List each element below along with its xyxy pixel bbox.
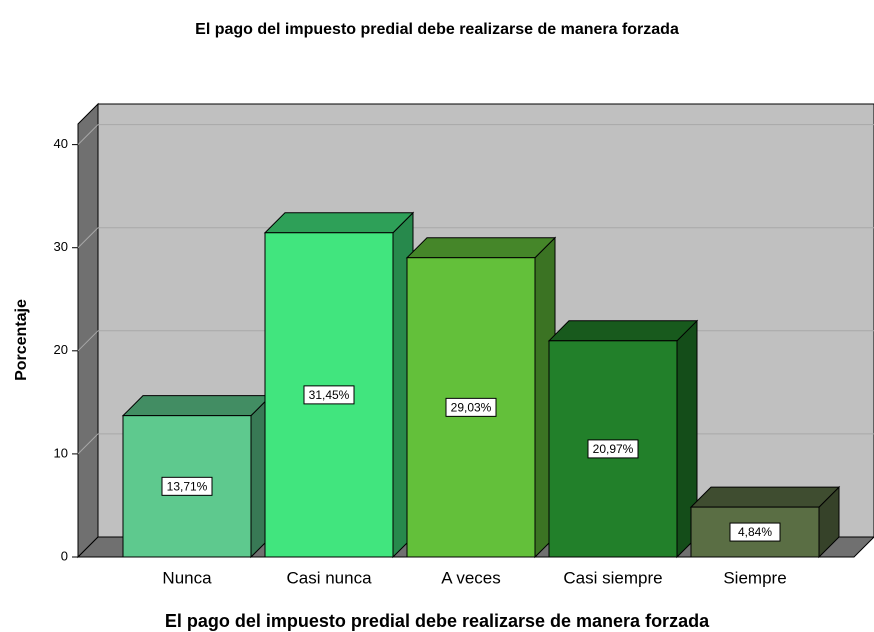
bar-top — [689, 486, 841, 508]
y-tick-label: 0 — [61, 548, 68, 563]
y-tick-label: 30 — [54, 239, 68, 254]
x-tick-label: Casi siempre — [563, 568, 662, 587]
chart-title: El pago del impuesto predial debe realiz… — [195, 21, 679, 38]
bar-top — [547, 320, 699, 342]
grid-line — [77, 433, 99, 455]
bar-top — [405, 237, 557, 259]
value-label-box — [161, 476, 213, 496]
x-tick-label: Nunca — [162, 568, 212, 587]
value-label: 31,45% — [309, 388, 350, 402]
x-axis-label: El pago del impuesto predial debe realiz… — [165, 611, 710, 631]
value-label-box — [587, 439, 639, 459]
value-label: 29,03% — [451, 401, 492, 415]
y-tick-label: 20 — [54, 342, 68, 357]
value-label-box — [729, 522, 781, 542]
value-label: 20,97% — [593, 442, 634, 456]
bar-top — [121, 395, 273, 417]
x-tick-label: A veces — [441, 568, 501, 587]
grid-line — [77, 124, 99, 145]
value-label-box — [303, 385, 355, 405]
x-tick-label: Casi nunca — [286, 568, 372, 587]
y-axis-label: Porcentaje — [13, 299, 30, 381]
value-label: 4,84% — [738, 525, 772, 539]
left-wall — [77, 102, 99, 559]
y-tick-label: 40 — [54, 136, 68, 151]
y-tick-label: 10 — [54, 445, 68, 460]
value-label-box — [445, 397, 497, 417]
bar-top — [263, 212, 415, 234]
value-label: 13,71% — [167, 480, 208, 494]
grid-line — [77, 330, 99, 352]
grid-line — [77, 227, 99, 249]
x-tick-label: Siempre — [723, 568, 786, 587]
